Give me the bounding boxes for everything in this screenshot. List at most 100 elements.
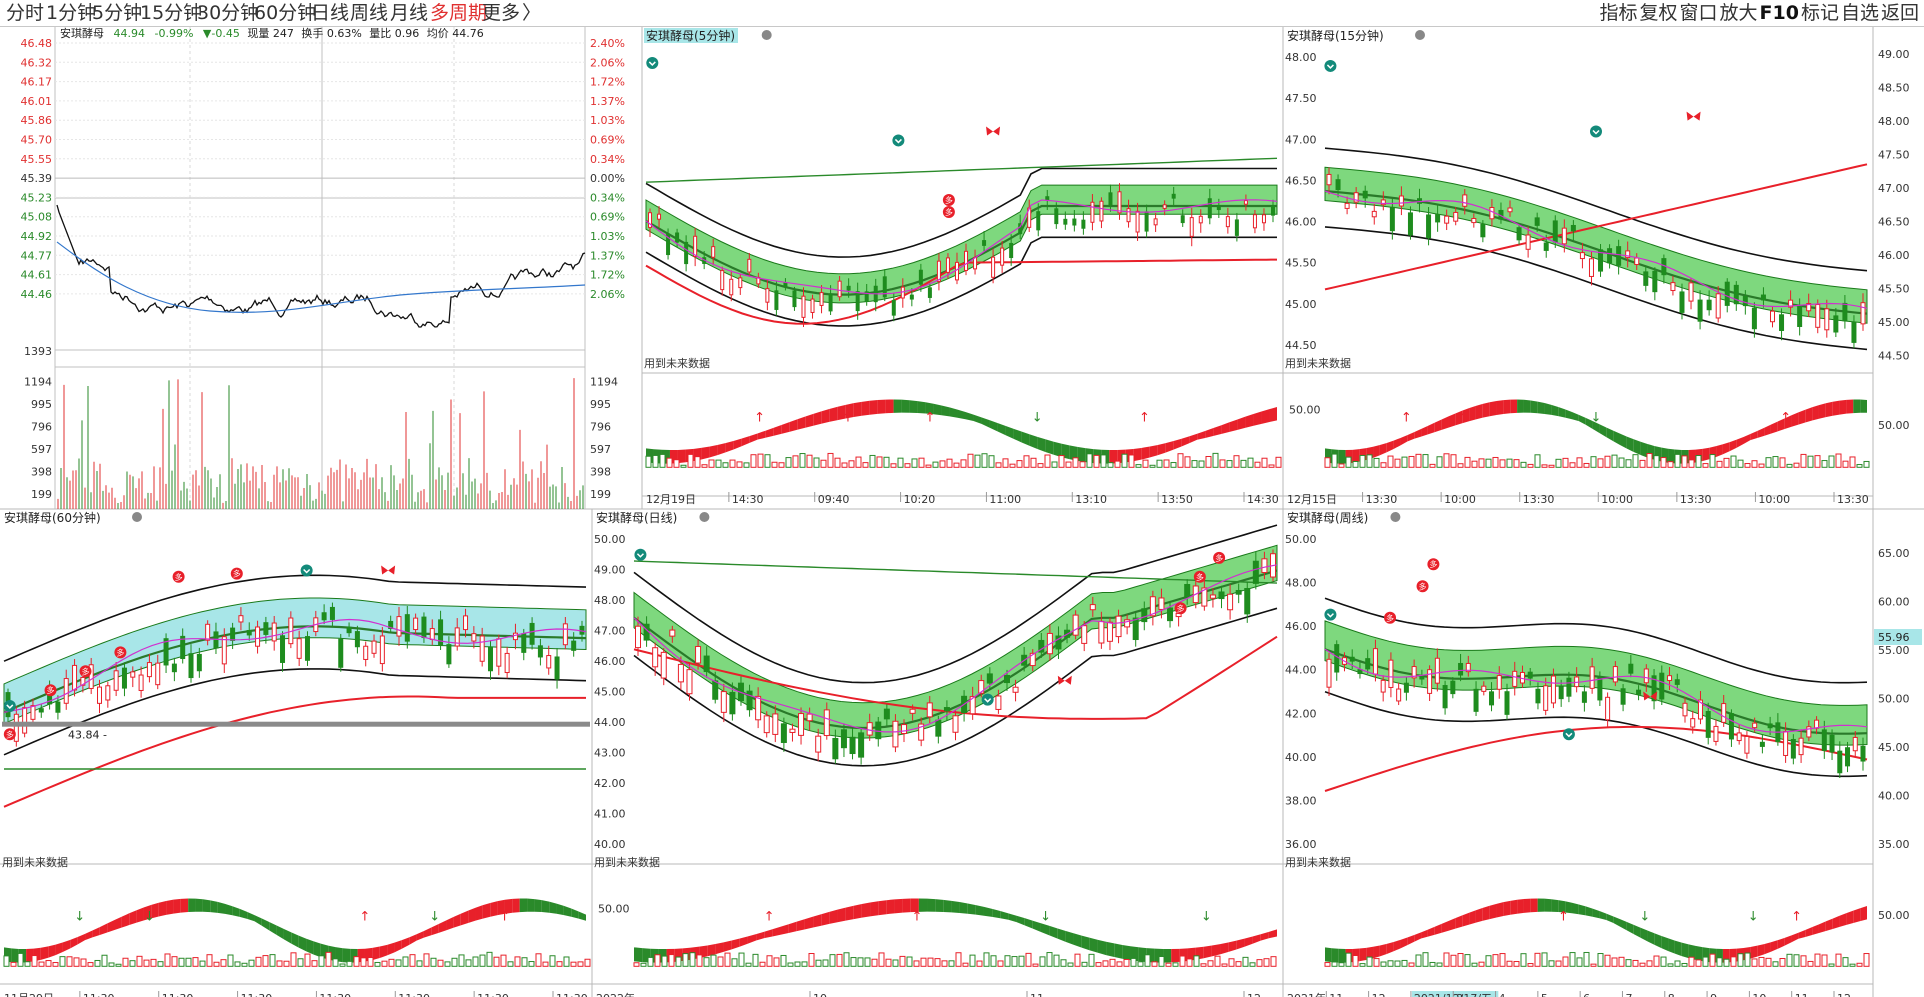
panel-title: 安琪酵母(日线)	[596, 510, 677, 525]
oscillator-segment	[1798, 409, 1806, 425]
watchlist-button[interactable]: 自选	[1840, 2, 1879, 24]
zoom-button[interactable]: 放大	[1719, 2, 1758, 24]
candle-body	[1054, 208, 1059, 225]
histogram-bar	[1723, 457, 1730, 468]
histogram-bar	[150, 958, 157, 967]
oscillator-segment	[85, 930, 93, 941]
oscillator-segment	[1469, 405, 1476, 422]
multi-period-chart-area[interactable]: 安琪酵母 44.94 -0.99% ▼-0.45 现量 247 换手 0.63%…	[0, 27, 1924, 997]
indicator-button[interactable]: 指标	[1599, 2, 1638, 24]
candle-body	[1806, 726, 1812, 738]
oscillator-segment	[490, 901, 498, 917]
tab-60min[interactable]: 60分钟	[254, 2, 317, 24]
candle-body	[1167, 607, 1174, 622]
histogram-bar	[836, 953, 843, 967]
histogram-bar	[995, 462, 1002, 468]
price-tick: 46.00	[594, 655, 626, 668]
oscillator-segment	[298, 935, 307, 952]
histogram-bar	[542, 961, 549, 967]
panel-daily[interactable]: 安琪酵母(日线) 50.00 49.00 48.00 47.00 46.00 45.00 44…	[594, 510, 1278, 997]
candle-body	[1434, 657, 1440, 684]
candle-body	[221, 636, 227, 665]
signal-glyph: 多	[233, 569, 241, 579]
candle-body	[1516, 227, 1522, 241]
candle-body	[882, 276, 887, 298]
tab-multi-period[interactable]: 多周期	[430, 2, 488, 24]
candle-body	[652, 647, 659, 668]
histogram-bar	[1149, 464, 1156, 468]
right-tool-buttons: 指标 复权 窗口 放大 F10 标记 自选 返回	[1598, 0, 1920, 26]
histogram-bar	[10, 961, 17, 967]
oscillator-segment	[1578, 904, 1586, 916]
tab-30min[interactable]: 30分钟	[197, 2, 260, 24]
histogram-bar	[988, 455, 995, 468]
histogram-bar	[1779, 457, 1786, 468]
candle-body	[666, 233, 671, 256]
histogram-bar	[932, 461, 939, 468]
histogram-bar	[1499, 459, 1506, 468]
tab-timeshare[interactable]: 分时	[6, 2, 45, 24]
back-button[interactable]: 返回	[1880, 2, 1919, 24]
x-axis-label: 7	[1625, 992, 1632, 997]
oscillator-segment	[1421, 425, 1428, 437]
oscillator-segment	[188, 898, 196, 913]
histogram-bar	[1373, 958, 1380, 967]
histogram-bar	[1058, 455, 1065, 468]
histogram-bar	[969, 954, 976, 967]
candle-body	[1055, 635, 1062, 650]
candle-body	[973, 257, 978, 270]
oscillator-segment	[1489, 400, 1497, 417]
oscillator-segment	[409, 934, 417, 945]
restore-rights-button[interactable]: 复权	[1639, 2, 1678, 24]
tab-5min[interactable]: 5分钟	[92, 2, 143, 24]
histogram-bar	[108, 962, 115, 967]
histogram-bar	[1172, 962, 1179, 967]
candle-body	[1252, 560, 1259, 584]
tab-15min[interactable]: 15分钟	[140, 2, 203, 24]
candle-body	[1380, 679, 1386, 693]
histogram-bar	[1130, 957, 1137, 967]
histogram-bar	[290, 952, 297, 967]
oscillator-segment	[1157, 443, 1166, 456]
oscillator-segment	[870, 901, 879, 917]
histogram-bar	[1324, 457, 1331, 468]
candle-body	[1198, 215, 1203, 224]
histogram-bar	[1137, 961, 1144, 967]
window-button[interactable]: 窗口	[1679, 2, 1718, 24]
histogram-bar	[918, 457, 925, 468]
histogram-bar	[1646, 960, 1653, 967]
candle-body	[1842, 302, 1848, 322]
dropdown-icon	[132, 512, 142, 522]
candle-body	[296, 638, 302, 659]
middle-ma-line	[1324, 190, 1868, 315]
candle-body	[1815, 304, 1821, 328]
title-highlight	[644, 28, 738, 43]
middle-ma-line	[3, 625, 587, 714]
tab-1min[interactable]: 1分钟	[46, 2, 97, 24]
tab-monthly[interactable]: 月线	[390, 2, 429, 24]
mark-button[interactable]: 标记	[1800, 2, 1839, 24]
tab-weekly[interactable]: 周线	[350, 2, 389, 24]
f10-button[interactable]: F10	[1759, 2, 1799, 24]
tab-daily[interactable]: 日线	[311, 2, 350, 24]
candle-body	[1012, 686, 1019, 693]
histogram-bar	[890, 463, 897, 468]
histogram-bar	[1151, 961, 1158, 967]
histogram-bar	[395, 959, 402, 967]
more-arrow-icon[interactable]: 〉	[522, 2, 542, 24]
panel-15min[interactable]: 安琪酵母(15分钟) 48.00 47.50 47.00 46.50 46.00 45.50…	[1285, 28, 1870, 506]
oscillator-segment	[1393, 437, 1401, 449]
signal-glyph: 多	[1177, 603, 1185, 613]
candle-body	[238, 615, 244, 623]
histogram-bar	[1387, 455, 1394, 468]
tab-more[interactable]: 更多	[482, 2, 521, 24]
price-tick: 48.00	[1285, 51, 1317, 64]
histogram-bar	[1695, 455, 1702, 468]
intraday-panel[interactable]: 安琪酵母 44.94 -0.99% ▼-0.45 现量 247 换手 0.63%…	[21, 27, 625, 509]
panel-weekly[interactable]: 安琪酵母(周线)50.0048.0046.0044.0042.0040.0038…	[1285, 510, 1870, 997]
histogram-bar	[1506, 458, 1513, 468]
oscillator-segment	[764, 929, 773, 939]
oscillator-segment	[534, 899, 542, 913]
